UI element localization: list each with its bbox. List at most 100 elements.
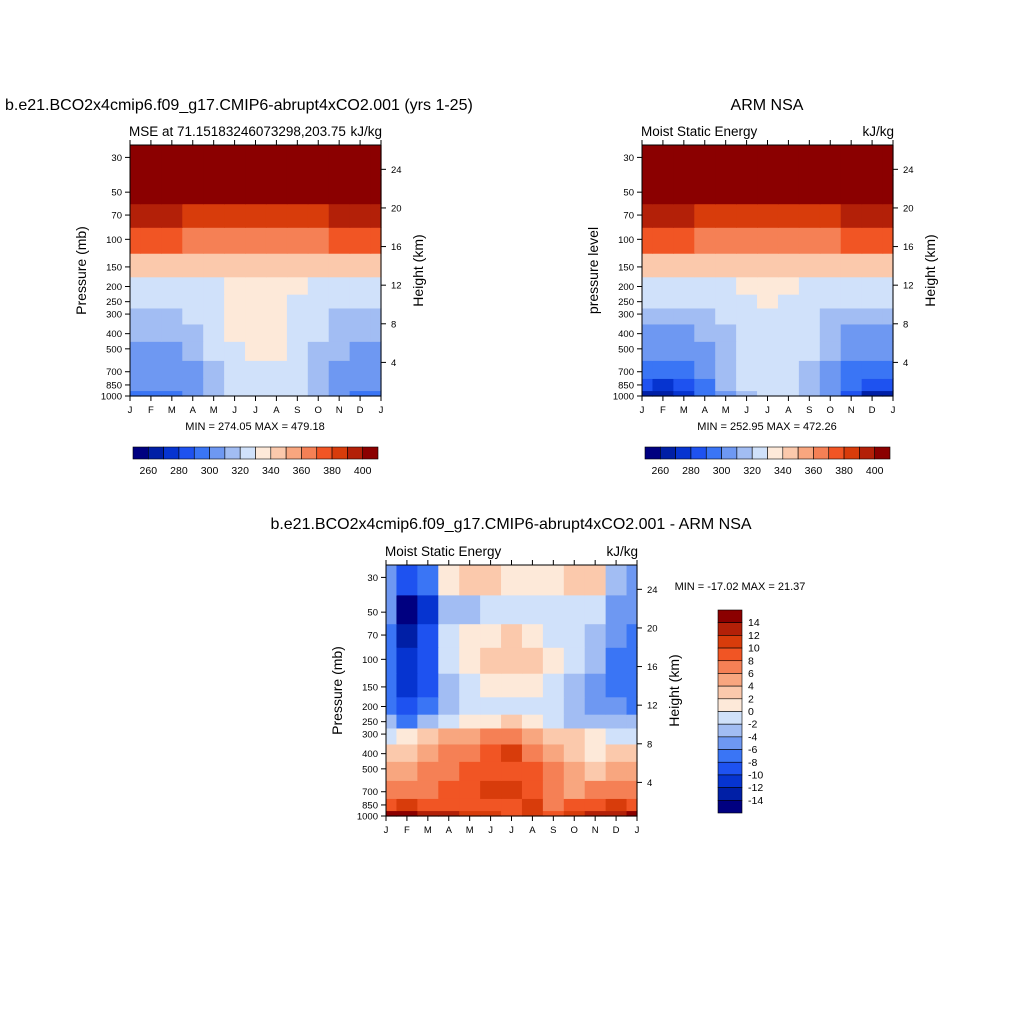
colorbar-label: 380 — [835, 465, 853, 477]
field-cell — [626, 761, 638, 781]
field-cell — [715, 323, 737, 342]
field-cell — [861, 203, 884, 228]
y-tick-label: 300 — [362, 730, 378, 741]
colorbar-label: 280 — [170, 465, 188, 477]
y-tick-label: 300 — [106, 310, 122, 321]
field-cell — [349, 378, 372, 392]
field-cell — [501, 673, 523, 698]
field-cell — [605, 714, 628, 729]
field-cell — [438, 810, 460, 817]
field-cell — [715, 378, 737, 392]
field-cell — [626, 727, 638, 745]
units-label: kJ/kg — [350, 124, 382, 139]
field-cell — [396, 673, 418, 698]
field-cell — [626, 798, 638, 812]
colorbar-swatch — [721, 446, 738, 460]
field-cell — [652, 227, 674, 254]
y2-tick-label: 4 — [647, 778, 652, 789]
field-cell — [480, 647, 502, 674]
field-cell — [140, 145, 162, 176]
colorbar-swatch — [270, 446, 287, 460]
field-cell — [819, 145, 842, 176]
field-cell — [286, 227, 309, 254]
colorbar-label: -2 — [748, 719, 757, 731]
x-tick-label: D — [357, 405, 364, 416]
x-tick-label: A — [785, 405, 792, 416]
colorbar-label: 300 — [201, 465, 219, 477]
field-cell — [736, 323, 758, 342]
field-cell — [265, 390, 288, 397]
y-tick-label: 1000 — [101, 392, 122, 403]
field-cell — [307, 145, 330, 176]
field-cell — [501, 780, 523, 799]
field-cell — [652, 203, 674, 228]
field-cell — [563, 647, 586, 674]
field-cell — [140, 203, 162, 228]
field-cell — [224, 360, 246, 379]
field-cell — [642, 378, 654, 392]
min-max-label: MIN = -17.02 MAX = 21.37 — [675, 581, 806, 593]
field-cell — [605, 594, 628, 625]
field-cell — [694, 360, 716, 379]
field-cell — [307, 276, 330, 295]
field-cell — [626, 743, 638, 762]
colorbar: 260 280 300 320 340 360 380 400 — [132, 446, 379, 477]
field-cell — [521, 798, 544, 812]
field-cell — [140, 390, 162, 397]
field-cell — [861, 378, 884, 392]
field-cell — [652, 360, 674, 379]
field-cell — [386, 810, 398, 817]
x-tick-label: A — [446, 825, 453, 836]
colorbar-label: 14 — [748, 617, 760, 629]
colorbar-swatch — [132, 446, 149, 460]
field-cell — [840, 378, 863, 392]
field-cell — [652, 307, 674, 325]
field-cell — [757, 378, 779, 392]
field-cell — [521, 743, 544, 762]
colorbar-swatch — [148, 446, 164, 460]
field-cell — [370, 294, 382, 309]
field-cell — [840, 227, 863, 254]
field-cell — [626, 780, 638, 799]
field-cell — [694, 390, 716, 397]
field-cell — [459, 798, 481, 812]
y2-tick-label: 12 — [903, 281, 914, 292]
field-cell — [642, 276, 654, 295]
field-cell — [542, 727, 565, 745]
field-cell — [652, 341, 674, 361]
field-cell — [652, 294, 674, 309]
field-cell — [328, 378, 351, 392]
field-cell — [203, 390, 225, 397]
y2-tick-label: 8 — [391, 319, 396, 330]
field-cell — [521, 761, 544, 781]
field-cell — [882, 253, 894, 278]
field-cell — [652, 253, 674, 278]
field-cell — [501, 714, 523, 729]
field-cell — [130, 307, 142, 325]
field-cell — [328, 294, 351, 309]
field-cell — [265, 203, 288, 228]
colorbar-swatch — [163, 446, 180, 460]
x-tick-label: M — [424, 825, 432, 836]
field-cell — [563, 565, 586, 596]
field-cell — [563, 714, 586, 729]
contour-field — [642, 145, 894, 397]
colorbar-label: 280 — [682, 465, 700, 477]
field-cell — [501, 594, 523, 625]
field-cell — [605, 565, 628, 596]
field-cell — [584, 798, 607, 812]
field-cell — [642, 294, 654, 309]
field-cell — [757, 294, 779, 309]
y2-axis-label: Height (km) — [410, 234, 426, 306]
field-cell — [777, 390, 800, 397]
field-cell — [245, 378, 267, 392]
colorbar-swatch — [828, 446, 845, 460]
field-cell — [224, 145, 246, 176]
field-cell — [642, 174, 654, 205]
field-cell — [245, 360, 267, 379]
x-tick-label: M — [722, 405, 730, 416]
field-cell — [840, 203, 863, 228]
y2-tick-label: 12 — [391, 281, 402, 292]
field-cell — [777, 360, 800, 379]
y-tick-label: 100 — [106, 235, 122, 246]
